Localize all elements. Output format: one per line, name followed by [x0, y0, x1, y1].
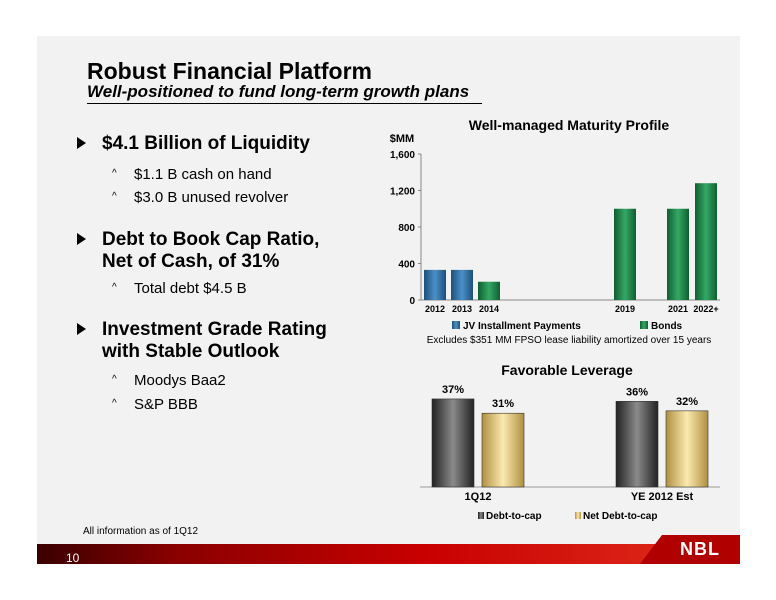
- legend-label-bonds: Bonds: [651, 321, 683, 332]
- sub-bullet-text: $1.1 B cash on hand: [134, 166, 272, 183]
- chart1-bar: [478, 281, 500, 300]
- chart2-bar: [431, 398, 475, 488]
- caret-bullet-icon: ^: [112, 282, 117, 293]
- footer-band: [37, 544, 740, 564]
- chart2-title: Favorable Leverage: [501, 362, 633, 378]
- chart1-y-unit: $MM: [390, 133, 414, 145]
- chart2-data-label: 37%: [442, 384, 464, 396]
- legend-swatch-net-debt-to-cap: [575, 512, 581, 519]
- chart1-y-tick-label: 1,600: [390, 150, 415, 161]
- chart1-bar: [695, 183, 717, 300]
- chart2-bar: [665, 410, 709, 488]
- title-divider: [87, 103, 482, 104]
- chart1-bar: [451, 269, 473, 300]
- footnote: All information as of 1Q12: [83, 526, 199, 537]
- sub-bullet-text: $3.0 B unused revolver: [134, 189, 289, 206]
- chart2-bar: [615, 401, 659, 488]
- chart2-x-tick-label: YE 2012 Est: [631, 491, 694, 503]
- chart2-bar: [481, 412, 525, 488]
- chart1-x-tick-label: 2022+: [693, 304, 718, 314]
- chart1-x-tick-label: 2013: [452, 304, 472, 314]
- chart1-x-tick-label: 2019: [615, 304, 635, 314]
- legend-label-debt-to-cap: Debt-to-cap: [486, 511, 542, 522]
- bullet-text: Debt to Book Cap Ratio,: [102, 229, 320, 250]
- arrow-bullet-icon: [77, 137, 86, 149]
- chart1-y-tick-label: 0: [409, 296, 415, 307]
- chart1-y-tick-label: 400: [398, 260, 415, 271]
- page-number: 10: [66, 551, 80, 565]
- caret-bullet-icon: ^: [112, 191, 117, 202]
- page-title: Robust Financial Platform: [87, 58, 372, 84]
- sub-bullet-text: Total debt $4.5 B: [134, 280, 247, 297]
- bullet-text: Net of Cash, of 31%: [102, 251, 280, 272]
- bullet-text: Investment Grade Rating: [102, 319, 327, 340]
- legend-swatch-debt-to-cap: [478, 512, 484, 519]
- chart1-y-tick-label: 800: [398, 223, 415, 234]
- bullet-text: with Stable Outlook: [102, 341, 280, 362]
- legend-label-jv: JV Installment Payments: [463, 321, 581, 332]
- page-subtitle: Well-positioned to fund long-term growth…: [87, 82, 470, 101]
- legend-label-net-debt-to-cap: Net Debt-to-cap: [583, 511, 657, 522]
- chart1-x-tick-label: 2021: [668, 304, 688, 314]
- chart1-x-tick-label: 2014: [479, 304, 499, 314]
- arrow-bullet-icon: [77, 323, 86, 335]
- chart1-x-tick-label: 2012: [425, 304, 445, 314]
- logo-text: NBL: [680, 539, 720, 559]
- caret-bullet-icon: ^: [112, 398, 117, 409]
- chart1-bar: [614, 208, 636, 300]
- sub-bullet-text: Moodys Baa2: [134, 372, 226, 389]
- caret-bullet-icon: ^: [112, 374, 117, 385]
- chart2-x-tick-label: 1Q12: [465, 491, 492, 503]
- chart1-y-tick-label: 1,200: [390, 187, 415, 198]
- legend-swatch-bonds: [640, 321, 648, 329]
- chart2-data-label: 32%: [676, 396, 698, 408]
- chart1-bar: [667, 208, 689, 300]
- caret-bullet-icon: ^: [112, 168, 117, 179]
- chart1-bar: [424, 269, 446, 300]
- chart1-note: Excludes $351 MM FPSO lease liability am…: [427, 335, 712, 346]
- arrow-bullet-icon: [77, 233, 86, 245]
- sub-bullet-text: S&P BBB: [134, 396, 198, 413]
- chart1-title: Well-managed Maturity Profile: [469, 117, 670, 133]
- chart2-data-label: 36%: [626, 386, 648, 398]
- chart2-data-label: 31%: [492, 398, 514, 410]
- bullet-text: $4.1 Billion of Liquidity: [102, 133, 310, 154]
- legend-swatch-jv: [452, 321, 460, 329]
